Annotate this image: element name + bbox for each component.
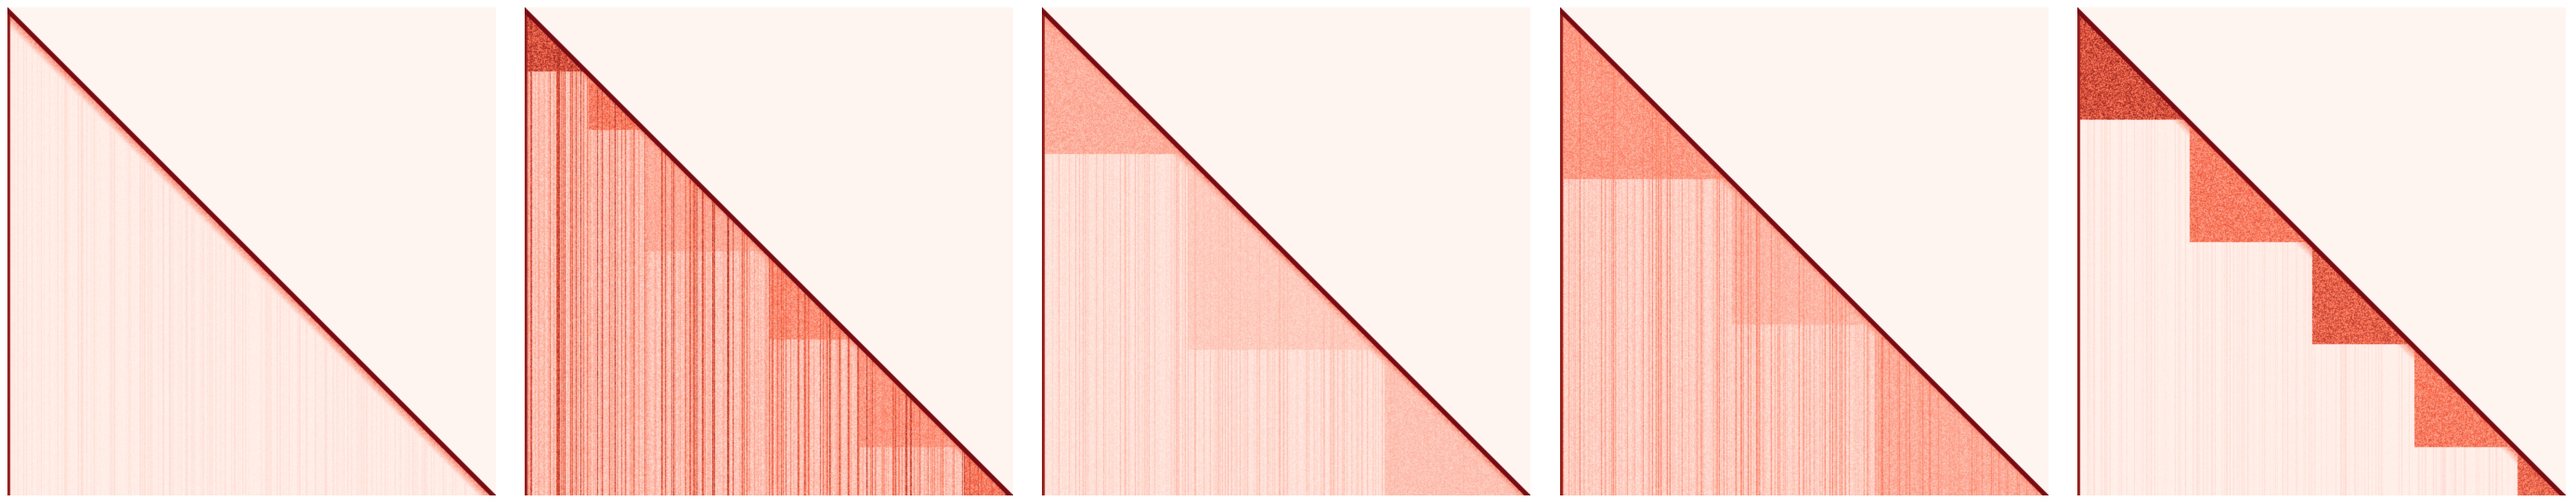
heatmap-panel-5: [2077, 7, 2566, 495]
heatmap-panel-1: [7, 7, 496, 495]
heatmap-canvas-5: [2077, 7, 2566, 495]
heatmap-panel-4: [1560, 7, 2049, 495]
heatmap-panel-2: [525, 7, 1013, 495]
heatmap-canvas-1: [7, 7, 496, 495]
heatmap-canvas-4: [1560, 7, 2049, 495]
heatmap-canvas-2: [525, 7, 1013, 495]
heatmap-canvas-3: [1042, 7, 1530, 495]
heatmap-panel-3: [1042, 7, 1530, 495]
